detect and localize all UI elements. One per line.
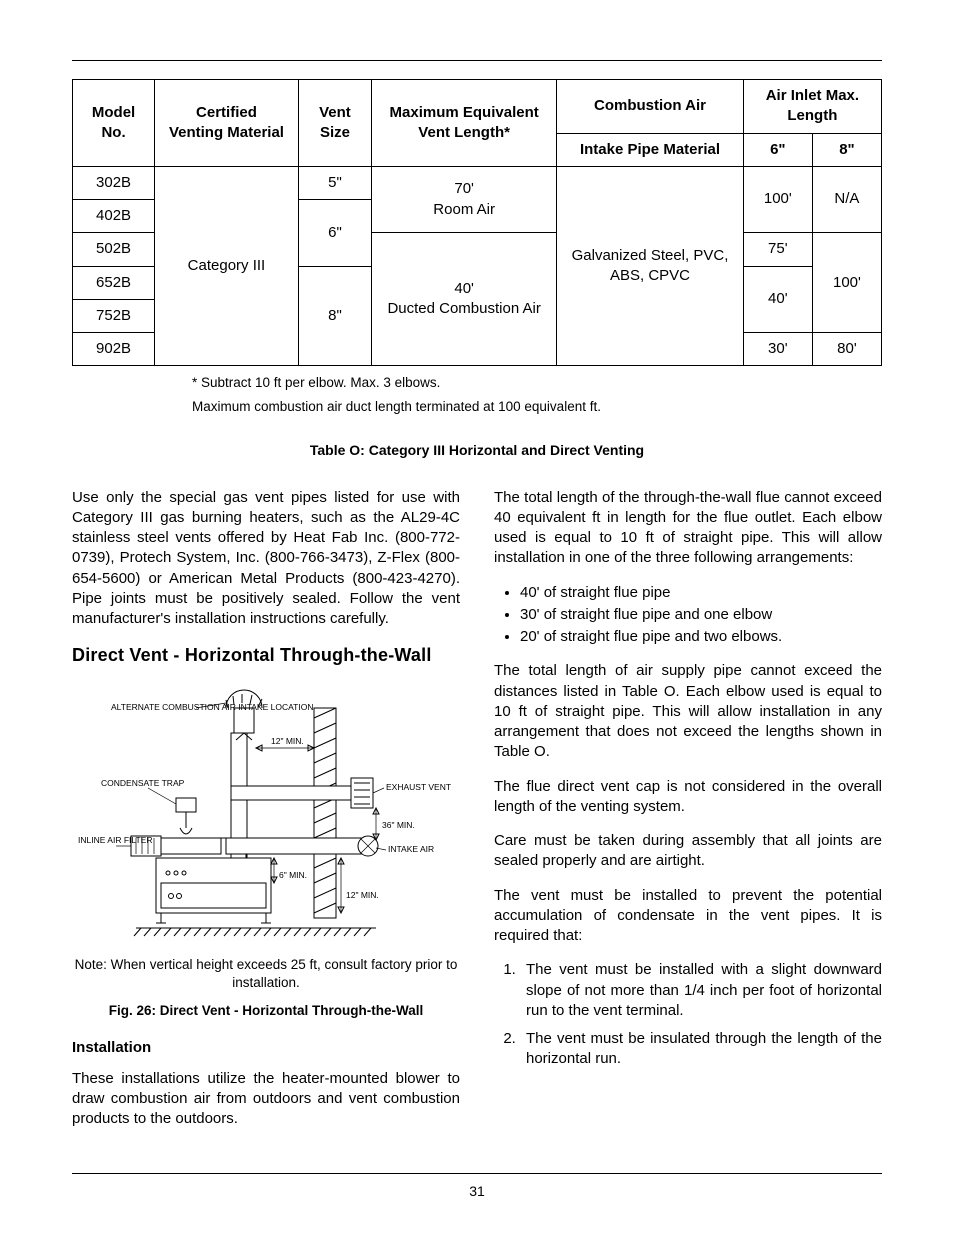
page-number: 31 — [72, 1182, 882, 1201]
th-air-inlet: Air Inlet Max. Length — [743, 80, 881, 134]
arrangement-list: 40' of straight flue pipe 30' of straigh… — [494, 583, 882, 648]
th-max-len: Maximum Equivalent Vent Length* — [372, 80, 557, 167]
figure-26-diagram: ALTERNATE COMBUSTION AIR INTAKE LOCATION… — [76, 678, 456, 948]
list-item: 40' of straight flue pipe — [520, 583, 882, 603]
para-flue-length: The total length of the through-the-wall… — [494, 488, 882, 569]
lbl-exhaust: EXHAUST VENT — [386, 782, 451, 792]
th-model: Model No. — [73, 80, 155, 167]
lbl-filter: INLINE AIR FILTER — [78, 835, 152, 845]
para-air-supply: The total length of air supply pipe cann… — [494, 661, 882, 762]
note-max-duct: Maximum combustion air duct length termi… — [192, 398, 762, 416]
cell-room-air: 70' Room Air — [372, 166, 557, 233]
list-item: The vent must be insulated through the l… — [520, 1029, 882, 1070]
list-item: 20' of straight flue pipe and two elbows… — [520, 627, 882, 647]
lbl-36: 36" MIN. — [382, 820, 415, 830]
right-column: The total length of the through-the-wall… — [494, 488, 882, 1144]
para-vent-pipes: Use only the special gas vent pipes list… — [72, 488, 460, 630]
bottom-rule — [72, 1173, 882, 1174]
table-caption: Table O: Category III Horizontal and Dir… — [72, 441, 882, 460]
cell-venting: Category III — [155, 166, 299, 366]
left-column: Use only the special gas vent pipes list… — [72, 488, 460, 1144]
th-eight: 8" — [812, 133, 881, 166]
para-vent-cap: The flue direct vent cap is not consider… — [494, 777, 882, 818]
list-item: The vent must be installed with a slight… — [520, 960, 882, 1021]
th-combustion: Combustion Air — [557, 80, 744, 134]
figure-caption: Fig. 26: Direct Vent - Horizontal Throug… — [72, 1002, 460, 1020]
th-venting: Certified Venting Material — [155, 80, 299, 167]
heading-installation: Installation — [72, 1038, 460, 1058]
heading-direct-vent: Direct Vent - Horizontal Through-the-Wal… — [72, 643, 460, 667]
table-o: Model No. Certified Venting Material Ven… — [72, 79, 882, 366]
table-row: 302B Category III 5" 70' Room Air Galvan… — [73, 166, 882, 199]
lbl-condensate: CONDENSATE TRAP — [101, 778, 185, 788]
lbl-12a: 12" MIN. — [271, 736, 304, 746]
table-notes: * Subtract 10 ft per elbow. Max. 3 elbow… — [192, 374, 762, 416]
list-item: 30' of straight flue pipe and one elbow — [520, 605, 882, 625]
figure-note: Note: When vertical height exceeds 25 ft… — [72, 956, 460, 992]
lbl-12b: 12" MIN. — [346, 890, 379, 900]
top-rule — [72, 60, 882, 61]
para-joints: Care must be taken during assembly that … — [494, 831, 882, 872]
cell-intake-mat: Galvanized Steel, PVC, ABS, CPVC — [557, 166, 744, 366]
para-installation: These installations utilize the heater-m… — [72, 1069, 460, 1130]
cell-ducted-air: 40' Ducted Combustion Air — [372, 233, 557, 366]
lbl-intake: INTAKE AIR — [388, 844, 434, 854]
th-intake-mat: Intake Pipe Material — [557, 133, 744, 166]
para-condensate: The vent must be installed to prevent th… — [494, 886, 882, 947]
lbl-alt-intake: ALTERNATE COMBUSTION AIR INTAKE LOCATION — [111, 702, 313, 712]
lbl-6: 6" MIN. — [279, 870, 307, 880]
note-elbow: * Subtract 10 ft per elbow. Max. 3 elbow… — [192, 374, 762, 392]
th-six: 6" — [743, 133, 812, 166]
th-vent-size: Vent Size — [298, 80, 371, 167]
requirements-list: The vent must be installed with a slight… — [494, 960, 882, 1069]
